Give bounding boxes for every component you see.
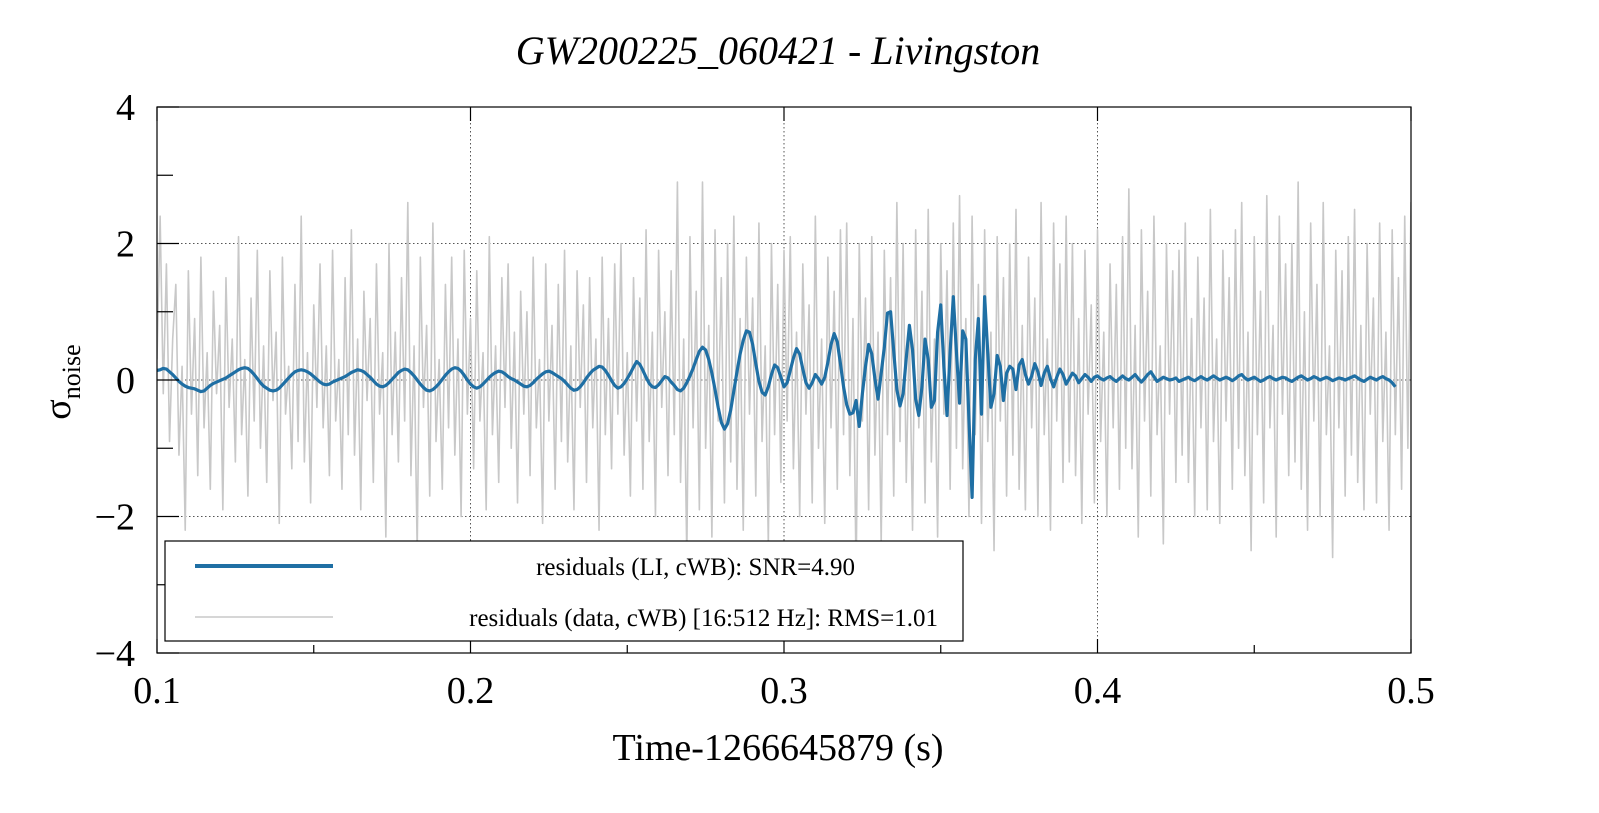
y-tick-label: 0 <box>116 360 135 402</box>
y-axis-symbol: σ <box>37 399 79 419</box>
series-line-data <box>157 181 1411 579</box>
y-tick-label: −2 <box>95 497 135 539</box>
legend-label-li: residuals (LI, cWB): SNR=4.90 <box>536 554 855 581</box>
chart-title: GW200225_060421 - Livingston <box>516 28 1040 73</box>
x-tick-label: 0.1 <box>133 670 181 712</box>
y-axis-label: σnoise <box>37 344 86 419</box>
x-tick-label: 0.5 <box>1387 670 1435 712</box>
x-tick-label: 0.3 <box>760 670 808 712</box>
x-axis-label: Time-1266645879 (s) <box>612 727 943 769</box>
series-line-li <box>157 295 1397 499</box>
y-axis-subscript: noise <box>57 344 86 399</box>
y-tick-label: 2 <box>116 224 135 266</box>
y-tick-label: 4 <box>116 87 135 129</box>
tick-labels: 0.1 0.2 0.3 0.4 0.5 −4 −2 0 2 4 <box>95 87 1435 712</box>
legend-label-data: residuals (data, cWB) [16:512 Hz]: RMS=1… <box>469 605 938 632</box>
legend-box <box>164 540 964 642</box>
series-layer <box>157 181 1411 579</box>
x-tick-label: 0.2 <box>447 670 495 712</box>
x-tick-label: 0.4 <box>1074 670 1122 712</box>
y-tick-label: −4 <box>95 633 135 675</box>
legend: residuals (LI, cWB): SNR=4.90 residuals … <box>164 540 964 642</box>
